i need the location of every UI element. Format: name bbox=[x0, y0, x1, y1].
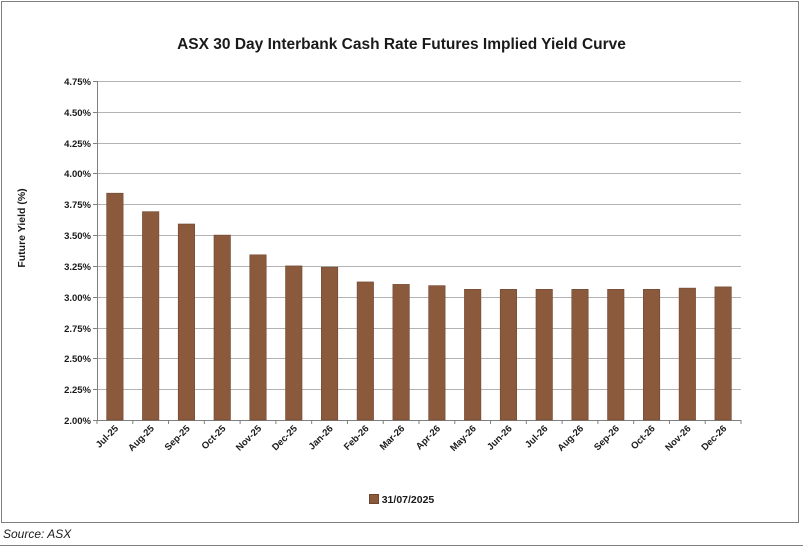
y-tick-label: 4.25% bbox=[64, 139, 91, 150]
x-tick-label: Dec-26 bbox=[699, 423, 729, 453]
bar bbox=[177, 223, 195, 421]
bar bbox=[571, 289, 589, 421]
y-tick-label: 2.50% bbox=[64, 354, 91, 365]
x-tick-label: Sep-25 bbox=[163, 423, 193, 453]
x-tick-label: Aug-26 bbox=[556, 423, 587, 454]
x-tick-label: Jul-25 bbox=[94, 423, 122, 451]
y-tick-label: 3.50% bbox=[64, 231, 91, 242]
x-tick-label: Feb-26 bbox=[342, 423, 371, 452]
x-tick-label: Nov-26 bbox=[663, 423, 693, 453]
y-tick-label: 3.00% bbox=[64, 293, 91, 304]
chart-title: ASX 30 Day Interbank Cash Rate Futures I… bbox=[177, 36, 626, 53]
bar bbox=[535, 289, 553, 421]
bar bbox=[464, 289, 482, 421]
y-tick-label: 2.25% bbox=[64, 385, 91, 396]
x-tick-label: Jun-26 bbox=[485, 423, 514, 452]
divider bbox=[0, 545, 803, 546]
y-tick-label: 2.75% bbox=[64, 324, 91, 335]
bar bbox=[714, 286, 732, 421]
bar bbox=[607, 289, 625, 421]
y-tick-label: 4.50% bbox=[64, 108, 91, 119]
x-tick-label: Aug-25 bbox=[126, 423, 157, 454]
bar bbox=[142, 211, 160, 421]
bar bbox=[321, 266, 339, 421]
y-tick-label: 3.75% bbox=[64, 200, 91, 211]
y-tick-label: 4.00% bbox=[64, 169, 91, 180]
bar bbox=[213, 234, 231, 421]
bar bbox=[356, 281, 374, 421]
legend-swatch bbox=[368, 494, 379, 504]
x-tick-label: Apr-26 bbox=[414, 423, 443, 452]
bar bbox=[285, 265, 303, 421]
bar bbox=[678, 287, 696, 421]
bar bbox=[428, 285, 446, 421]
bar bbox=[249, 254, 267, 421]
chart-frame bbox=[1, 1, 799, 523]
legend-label: 31/07/2025 bbox=[381, 494, 435, 506]
y-tick-label: 3.25% bbox=[64, 262, 91, 273]
bar bbox=[643, 289, 661, 421]
x-tick-label: Nov-25 bbox=[234, 423, 265, 454]
x-tick-label: Sep-26 bbox=[592, 423, 622, 453]
legend: 31/07/2025 bbox=[0, 494, 803, 506]
x-tick-label: Oct-25 bbox=[200, 423, 229, 452]
x-tick-label: May-26 bbox=[448, 423, 479, 454]
x-tick-label: Jul-26 bbox=[523, 423, 550, 450]
x-tick-label: Jan-26 bbox=[307, 423, 336, 452]
y-tick-label: 4.75% bbox=[64, 77, 91, 88]
bar bbox=[106, 192, 124, 421]
x-tick-label: Mar-26 bbox=[378, 423, 407, 452]
bar bbox=[499, 289, 517, 421]
bar bbox=[392, 284, 410, 421]
source-note: Source: ASX bbox=[3, 527, 72, 541]
y-tick-label: 2.00% bbox=[64, 416, 91, 427]
x-tick-label: Dec-25 bbox=[270, 423, 300, 453]
x-tick-label: Oct-26 bbox=[629, 423, 658, 452]
